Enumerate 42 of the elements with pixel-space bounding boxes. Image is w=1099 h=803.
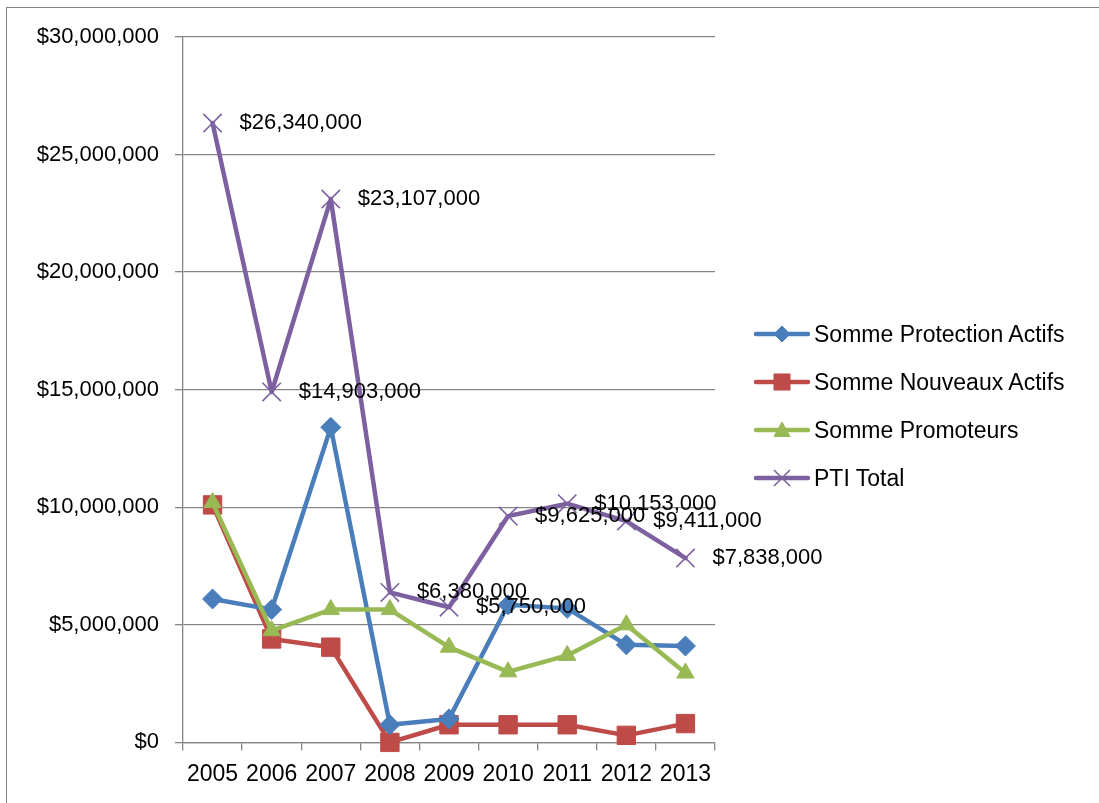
point xyxy=(379,582,400,603)
x-tick-label: 2005 xyxy=(186,759,239,786)
point xyxy=(321,637,341,657)
x-tick-label: 2009 xyxy=(423,759,475,786)
point xyxy=(380,732,400,753)
legend-label: Somme Promoteurs xyxy=(814,416,1019,444)
data-label: $7,838,000 xyxy=(712,544,823,570)
y-tick-label: $30,000,000 xyxy=(36,23,159,49)
y-tick-label: $0 xyxy=(134,728,159,754)
point xyxy=(320,189,341,210)
legend-label: Somme Nouveaux Actifs xyxy=(814,368,1065,396)
point xyxy=(675,548,696,569)
point xyxy=(498,506,519,527)
point xyxy=(320,416,342,438)
data-label: $23,107,000 xyxy=(357,185,481,211)
point xyxy=(261,599,283,621)
point xyxy=(616,725,637,746)
point xyxy=(675,713,696,734)
legend-label: Somme Protection Actifs xyxy=(814,320,1065,348)
point xyxy=(261,381,282,402)
point xyxy=(498,715,518,735)
point xyxy=(615,634,637,656)
x-tick-label: 2010 xyxy=(482,759,534,786)
point xyxy=(674,635,696,657)
y-tick-label: $5,000,000 xyxy=(48,610,159,636)
point xyxy=(438,708,460,730)
x-tick-label: 2013 xyxy=(659,759,712,786)
point xyxy=(379,714,401,736)
y-tick-label: $20,000,000 xyxy=(36,258,159,284)
y-tick-label: $25,000,000 xyxy=(36,140,159,166)
data-label: $26,340,000 xyxy=(239,109,362,135)
legend-label: PTI Total xyxy=(814,464,905,492)
x-tick-label: 2011 xyxy=(542,759,592,786)
point xyxy=(202,113,223,134)
x-tick-label: 2006 xyxy=(246,759,298,786)
x-tick-label: 2008 xyxy=(364,759,416,786)
point xyxy=(557,715,577,735)
y-tick-label: $15,000,000 xyxy=(36,375,159,401)
point xyxy=(202,588,224,610)
y-tick-label: $10,000,000 xyxy=(36,493,159,519)
x-tick-label: 2012 xyxy=(600,759,652,786)
x-tick-label: 2007 xyxy=(305,759,357,786)
